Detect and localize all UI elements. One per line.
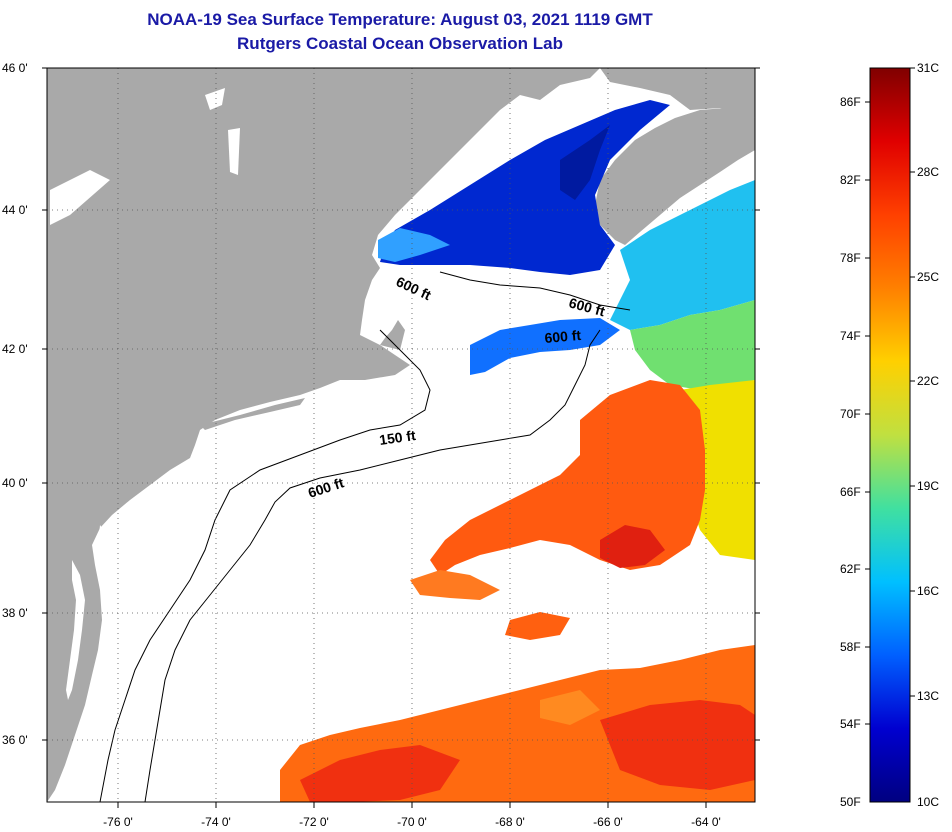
- lat-label: 46 0': [2, 61, 28, 75]
- delaware-bay: [98, 525, 110, 555]
- contour-600ft-shelf: [144, 329, 601, 802]
- colorbar: [869, 67, 911, 803]
- colorbar-f-label: 54F: [840, 717, 861, 731]
- bathymetry-contours: [99, 271, 631, 802]
- colorbar-c-label: 16C: [917, 584, 939, 598]
- colorbar-f-label: 66F: [840, 485, 861, 499]
- colorbar-f-label: 86F: [840, 95, 861, 109]
- lat-label: 42 0': [2, 342, 28, 356]
- land-cape-cod: [380, 320, 405, 350]
- colorbar-c-label: 25C: [917, 270, 939, 284]
- colorbar-f-label: 50F: [840, 795, 861, 809]
- sst-southern-hot: [600, 700, 755, 790]
- colorbar-f-label: 58F: [840, 640, 861, 654]
- lake: [50, 170, 110, 225]
- land-nova-scotia: [595, 108, 755, 245]
- sst-gulf-stream-core: [600, 525, 665, 568]
- lat-label: 38 0': [2, 606, 28, 620]
- lon-label: -74 0': [201, 815, 231, 829]
- lat-label: 44 0': [2, 203, 28, 217]
- map-subtitle: Rutgers Coastal Ocean Observation Lab: [237, 34, 563, 53]
- lake: [228, 128, 240, 175]
- colorbar-c-label: 31C: [917, 61, 939, 75]
- colorbar-f-label: 62F: [840, 562, 861, 576]
- sst-warm-patch: [410, 570, 500, 600]
- sst-southern-hot: [300, 745, 460, 802]
- colorbar-f-label: 70F: [840, 407, 861, 421]
- colorbar-c-label: 13C: [917, 689, 939, 703]
- contour-label: 600 ft: [544, 327, 582, 346]
- lake: [205, 88, 225, 110]
- lon-label: -64 0': [691, 815, 721, 829]
- lat-label: 36 0': [2, 733, 28, 747]
- contour-150ft: [99, 329, 431, 802]
- axis-ticks: [42, 67, 760, 808]
- map-frame: [46, 67, 756, 803]
- sst-gulf-stream-main: [430, 380, 705, 575]
- sst-georges-blue: [470, 318, 620, 375]
- map-title: NOAA-19 Sea Surface Temperature: August …: [147, 10, 653, 29]
- sst-bay-of-fundy: [560, 125, 610, 200]
- colorbar-c-label: 10C: [917, 795, 939, 809]
- contour-label: 150 ft: [378, 427, 417, 448]
- colorbar-f-label: 78F: [840, 251, 861, 265]
- colorbar-ticks: [865, 67, 915, 725]
- land-new-brunswick: [600, 68, 755, 118]
- grid: [47, 68, 755, 802]
- sst-scotian-shelf: [610, 180, 755, 330]
- colorbar-c-label: 22C: [917, 374, 939, 388]
- lon-label: -70 0': [397, 815, 427, 829]
- chesapeake-bay: [66, 560, 85, 700]
- colorbar-f-label: 74F: [840, 329, 861, 343]
- sst-transition-green: [630, 300, 755, 390]
- lon-label: -72 0': [299, 815, 329, 829]
- lon-label: -68 0': [495, 815, 525, 829]
- colorbar-c-label: 28C: [917, 165, 939, 179]
- sst-light-blue: [378, 228, 450, 262]
- colorbar-f-label: 82F: [840, 173, 861, 187]
- lon-label: -76 0': [103, 815, 133, 829]
- colorbar-c-label: 19C: [917, 479, 939, 493]
- land-east-coast: [47, 68, 600, 802]
- sst-warm-orange: [540, 690, 600, 725]
- land-long-island: [200, 398, 305, 430]
- sst-warm-patch: [505, 612, 570, 640]
- lon-label: -66 0': [593, 815, 623, 829]
- lat-label: 40 0': [2, 476, 28, 490]
- contour-600ft: [439, 271, 631, 311]
